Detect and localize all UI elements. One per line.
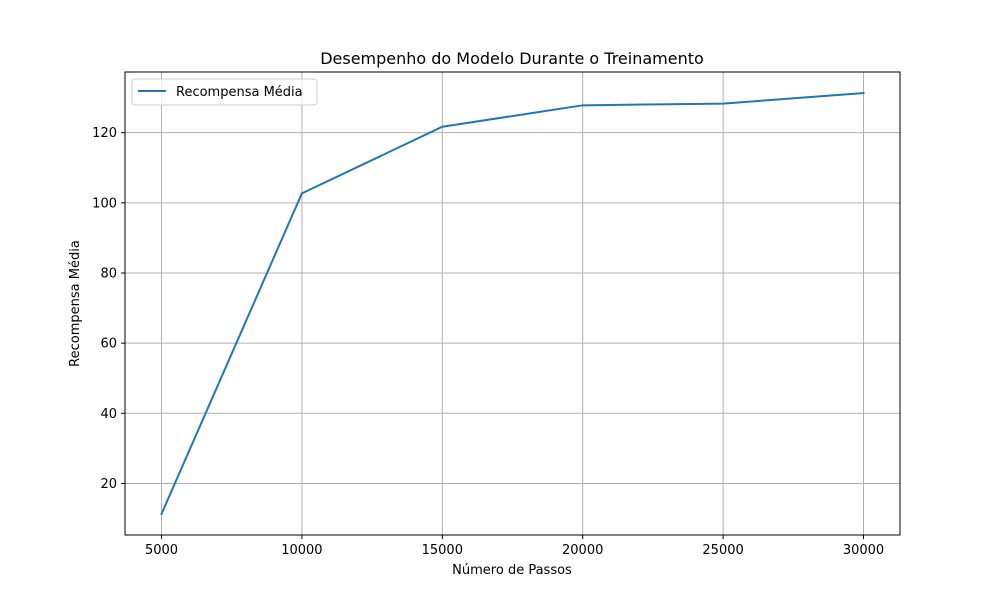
legend: Recompensa Média: [131, 78, 318, 106]
y-tick-label: 20: [100, 477, 117, 492]
legend-label: Recompensa Média: [176, 85, 303, 100]
x-tick-label: 15000: [422, 543, 463, 558]
x-tick-label: 5000: [145, 543, 178, 558]
x-tick-label: 20000: [562, 543, 603, 558]
y-tick-label: 120: [92, 126, 117, 141]
y-tick-label: 100: [92, 196, 117, 211]
series-layer: [160, 91, 865, 516]
axis-ticks: 5000 10000 15000 20000 25000 30000 20 40 60 80 100…: [92, 126, 884, 558]
y-tick-label: 40: [100, 407, 117, 422]
plot-frame: [124, 71, 901, 536]
x-axis-title: Número de Passos: [452, 563, 572, 578]
y-tick-label: 60: [100, 337, 117, 352]
chart-title: Desempenho do Modelo Durante o Treinamen…: [320, 49, 704, 68]
x-tick-label: 25000: [702, 543, 743, 558]
y-tick-label: 80: [100, 266, 117, 281]
x-tick-label: 30000: [843, 543, 884, 558]
y-axis-title: Recompensa Média: [68, 240, 83, 367]
x-tick-label: 10000: [281, 543, 322, 558]
plot-area: [125, 72, 900, 535]
series-line: [160, 91, 865, 516]
legend-box: [131, 78, 318, 106]
grid-lines: [125, 72, 900, 535]
